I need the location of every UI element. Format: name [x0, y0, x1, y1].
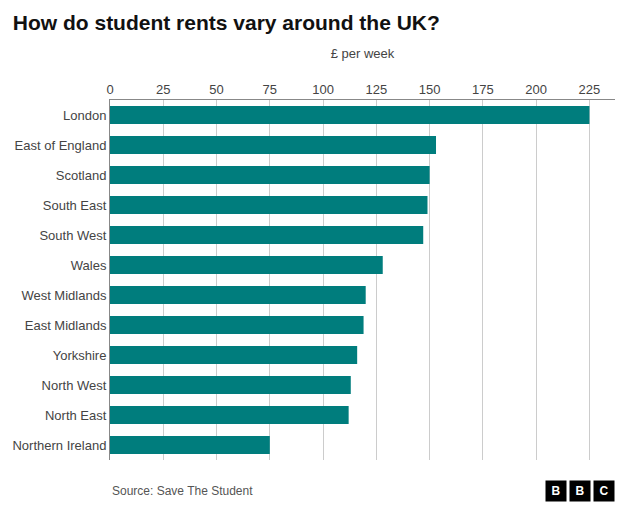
svg-text:South East: South East — [43, 198, 107, 213]
svg-text:Wales: Wales — [71, 258, 107, 273]
svg-text:South West: South West — [39, 228, 106, 243]
svg-text:Source: Save The Student: Source: Save The Student — [112, 484, 253, 498]
svg-text:0: 0 — [106, 82, 113, 97]
svg-text:75: 75 — [263, 82, 277, 97]
svg-text:London: London — [63, 108, 106, 123]
svg-text:200: 200 — [525, 82, 547, 97]
svg-text:175: 175 — [472, 82, 494, 97]
svg-text:North East: North East — [45, 408, 107, 423]
svg-text:West Midlands: West Midlands — [21, 288, 107, 303]
svg-text:150: 150 — [419, 82, 441, 97]
svg-text:How do student rents vary arou: How do student rents vary around the UK? — [13, 11, 440, 34]
svg-text:25: 25 — [156, 82, 170, 97]
svg-text:50: 50 — [209, 82, 223, 97]
svg-text:C: C — [600, 484, 609, 498]
svg-text:225: 225 — [579, 82, 601, 97]
svg-text:B: B — [552, 484, 561, 498]
svg-text:125: 125 — [365, 82, 387, 97]
svg-text:East Midlands: East Midlands — [25, 318, 107, 333]
svg-text:Yorkshire: Yorkshire — [53, 348, 107, 363]
svg-text:£ per week: £ per week — [331, 46, 395, 61]
svg-text:Scotland: Scotland — [56, 168, 107, 183]
svg-text:Northern Ireland: Northern Ireland — [12, 438, 106, 453]
svg-text:B: B — [576, 484, 585, 498]
svg-text:North West: North West — [42, 378, 107, 393]
svg-text:East of England: East of England — [15, 138, 107, 153]
svg-text:100: 100 — [312, 82, 334, 97]
